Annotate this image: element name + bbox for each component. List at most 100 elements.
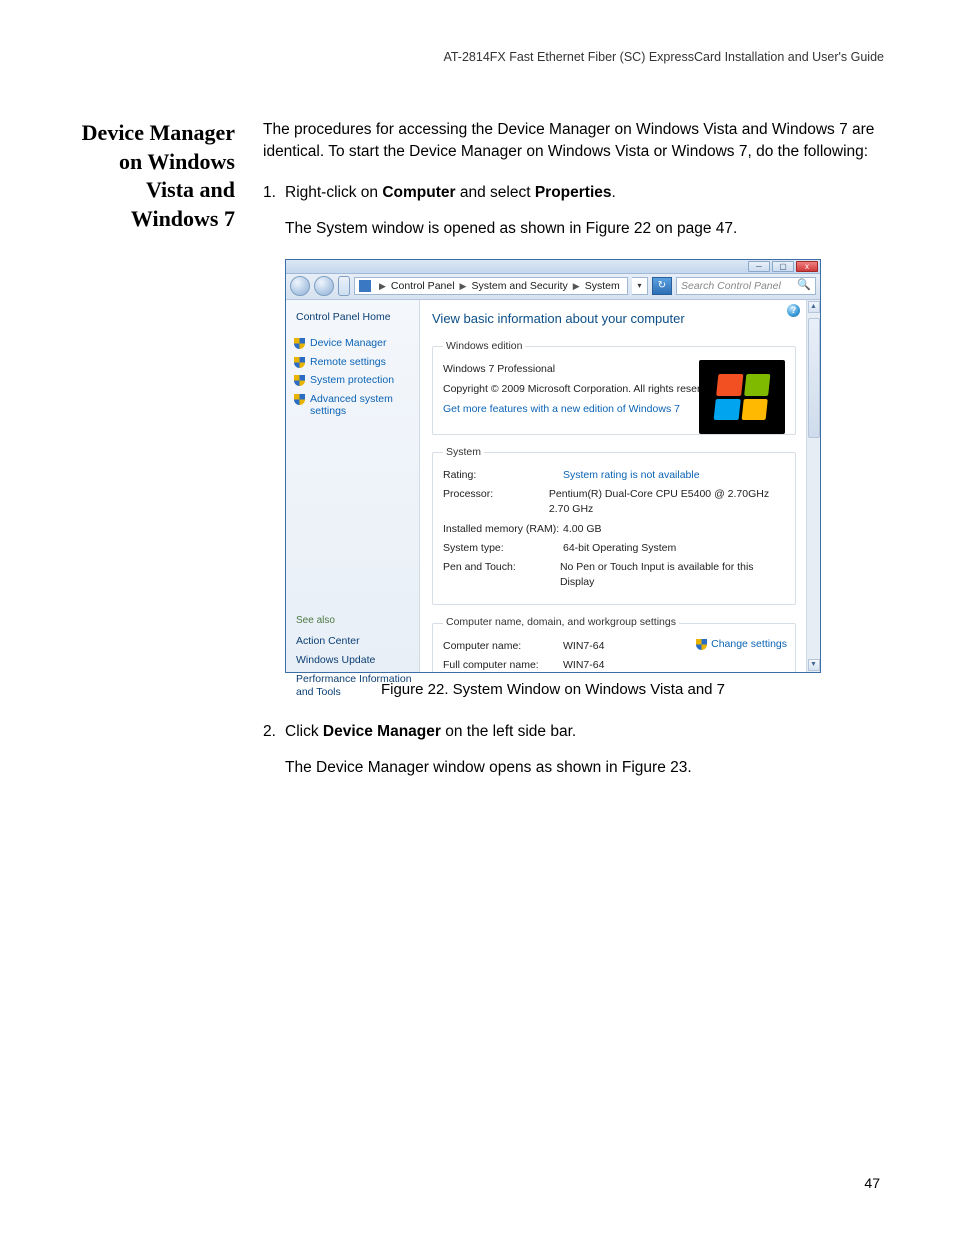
close-button[interactable]: x <box>796 261 818 272</box>
page-number: 47 <box>864 1175 880 1191</box>
system-group: System Rating:System rating is not avail… <box>432 445 796 606</box>
system-row-rating: Rating:System rating is not available <box>443 468 785 483</box>
sidebar-link-label: System protection <box>310 374 394 387</box>
step-1: 1.Right-click on Computer and select Pro… <box>263 182 884 241</box>
shield-icon <box>294 394 305 405</box>
sidebar-link-label: Remote settings <box>310 356 386 369</box>
row-key: Rating: <box>443 468 563 483</box>
search-icon: 🔍 <box>797 278 811 294</box>
window-titlebar: ─ ▢ x <box>286 260 820 274</box>
step-text: and select <box>456 184 535 201</box>
windows-flag-icon <box>714 374 771 420</box>
section-heading: Device Manager on Windows Vista and Wind… <box>70 119 235 233</box>
maximize-button[interactable]: ▢ <box>772 261 794 272</box>
sidebar-link-remote-settings[interactable]: Remote settings <box>294 356 413 369</box>
sidebar-link-system-protection[interactable]: System protection <box>294 374 413 387</box>
row-key: Installed memory (RAM): <box>443 522 563 537</box>
content-title: View basic information about your comput… <box>432 310 796 329</box>
row-key: Pen and Touch: <box>443 560 560 590</box>
refresh-button[interactable]: ↻ <box>652 277 672 295</box>
control-panel-home-link[interactable]: Control Panel Home <box>296 310 413 325</box>
nav-forward-button[interactable] <box>314 276 334 296</box>
minimize-button[interactable]: ─ <box>748 261 770 272</box>
search-placeholder: Search Control Panel <box>681 279 781 294</box>
see-also-link-windows-update[interactable]: Windows Update <box>296 654 413 667</box>
change-settings-link[interactable]: Change settings <box>696 637 787 652</box>
breadcrumb-dropdown-button[interactable]: ▾ <box>632 277 648 295</box>
breadcrumb-item[interactable]: System <box>585 279 620 294</box>
step-sub: The Device Manager window opens as shown… <box>285 757 884 779</box>
system-window-screenshot: ─ ▢ x ▶ Control Panel ▶ System and Secur… <box>285 259 821 673</box>
row-value-link[interactable]: System rating is not available <box>563 468 700 483</box>
scroll-down-button[interactable]: ▼ <box>808 659 820 671</box>
shield-icon <box>294 375 305 386</box>
see-also-link-action-center[interactable]: Action Center <box>296 635 413 648</box>
row-key: System type: <box>443 541 563 556</box>
step-text: . <box>612 184 616 201</box>
step-number: 1. <box>263 182 285 204</box>
section-heading-column: Device Manager on Windows Vista and Wind… <box>70 119 235 798</box>
group-legend: System <box>443 445 484 460</box>
row-key: Processor: <box>443 487 549 517</box>
heading-line: on Windows <box>119 149 235 174</box>
group-legend: Computer name, domain, and workgroup set… <box>443 615 679 630</box>
sidebar-link-advanced-system-settings[interactable]: Advanced system settings <box>294 393 413 418</box>
search-input[interactable]: Search Control Panel 🔍 <box>676 277 816 295</box>
system-row-processor: Processor:Pentium(R) Dual-Core CPU E5400… <box>443 487 785 517</box>
row-key: Full computer name: <box>443 658 563 672</box>
vertical-scrollbar[interactable]: ▲ ▼ <box>806 300 820 672</box>
shield-icon <box>696 639 707 650</box>
sidebar: Control Panel Home Device Manager Remote… <box>286 300 420 672</box>
nav-history-button[interactable] <box>338 276 350 296</box>
help-icon[interactable]: ? <box>787 304 800 317</box>
row-value: 64-bit Operating System <box>563 541 676 556</box>
content-pane: ? View basic information about your comp… <box>420 300 806 672</box>
breadcrumb-sep-icon: ▶ <box>573 280 580 293</box>
address-bar: ▶ Control Panel ▶ System and Security ▶ … <box>286 274 820 300</box>
step-bold: Computer <box>382 184 455 201</box>
shield-icon <box>294 357 305 368</box>
step-sub: The System window is opened as shown in … <box>285 218 884 240</box>
name-row-full-name: Full computer name:WIN7-64 <box>443 658 785 672</box>
row-value: WIN7-64 <box>563 639 604 654</box>
step-number: 2. <box>263 721 285 743</box>
breadcrumb[interactable]: ▶ Control Panel ▶ System and Security ▶ … <box>354 277 628 295</box>
breadcrumb-icon <box>359 280 371 292</box>
see-also-header: See also <box>296 614 413 629</box>
system-row-ram: Installed memory (RAM):4.00 GB <box>443 522 785 537</box>
heading-line: Vista and <box>146 177 235 202</box>
breadcrumb-sep-icon: ▶ <box>379 280 386 293</box>
step-bold: Device Manager <box>323 723 441 740</box>
group-legend: Windows edition <box>443 339 525 354</box>
row-value: No Pen or Touch Input is available for t… <box>560 560 785 590</box>
computer-name-group: Computer name, domain, and workgroup set… <box>432 615 796 671</box>
scroll-track[interactable] <box>808 314 820 658</box>
step-text: Right-click on <box>285 184 382 201</box>
heading-line: Windows 7 <box>131 206 235 231</box>
scroll-up-button[interactable]: ▲ <box>808 301 820 313</box>
windows-logo <box>699 360 785 434</box>
step-2: 2.Click Device Manager on the left side … <box>263 721 884 780</box>
step-text: Click <box>285 723 323 740</box>
sidebar-link-device-manager[interactable]: Device Manager <box>294 337 413 350</box>
scroll-thumb[interactable] <box>808 318 820 438</box>
system-row-pen-touch: Pen and Touch:No Pen or Touch Input is a… <box>443 560 785 590</box>
sidebar-link-label: Advanced system settings <box>310 393 413 418</box>
row-value: Pentium(R) Dual-Core CPU E5400 @ 2.70GHz… <box>549 487 785 517</box>
breadcrumb-sep-icon: ▶ <box>460 280 467 293</box>
running-header: AT-2814FX Fast Ethernet Fiber (SC) Expre… <box>70 50 884 64</box>
heading-line: Device Manager <box>82 120 235 145</box>
change-settings-label: Change settings <box>711 637 787 652</box>
breadcrumb-item[interactable]: Control Panel <box>391 279 455 294</box>
see-also-link-performance-info[interactable]: Performance Information and Tools <box>296 673 413 699</box>
sidebar-link-label: Device Manager <box>310 337 386 350</box>
intro-paragraph: The procedures for accessing the Device … <box>263 119 884 164</box>
nav-back-button[interactable] <box>290 276 310 296</box>
windows-edition-group: Windows edition Windows 7 Professional C… <box>432 339 796 435</box>
row-value: 4.00 GB <box>563 522 602 537</box>
breadcrumb-item[interactable]: System and Security <box>471 279 567 294</box>
system-row-system-type: System type:64-bit Operating System <box>443 541 785 556</box>
shield-icon <box>294 338 305 349</box>
step-bold: Properties <box>535 184 612 201</box>
step-text: on the left side bar. <box>441 723 576 740</box>
